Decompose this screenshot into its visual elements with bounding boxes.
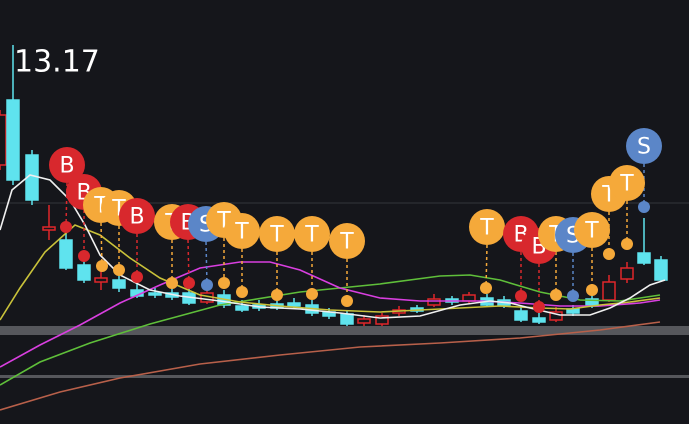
marker-badge [119,198,155,234]
marker-badge [224,213,260,249]
marker-badge [49,147,85,183]
candle-body [602,281,616,301]
candle-body [59,239,73,269]
ma-yellow [0,224,661,321]
marker-label: T [269,223,284,248]
marker-dot [586,284,598,296]
marker-label: B [59,154,74,179]
marker-dot [113,264,125,276]
candle-body [427,298,441,306]
candle-body [77,264,91,281]
candle-body [235,305,249,311]
marker-label: T [584,219,599,244]
marker-label: T [304,223,319,248]
candle-body [462,294,476,302]
marker-dot [621,238,633,250]
candle-body [0,114,7,166]
marker-dot [480,282,492,294]
marker-dot [236,286,248,298]
price-label: 13.17 [14,45,100,80]
marker-badge [574,212,610,248]
candle-body [637,252,651,264]
candle-body [287,302,301,307]
marker-leader [205,241,208,286]
candle-body [112,279,126,289]
candle-body [532,317,546,323]
marker-leader [187,239,190,284]
marker-dot [201,279,213,291]
marker-badge [329,223,365,259]
candle-body [6,99,20,181]
signal-markers: BBTTBTBSTTTTTTBBTSTTTS [49,128,662,313]
marker-badge [294,216,330,252]
candle-body [340,313,354,325]
marker-dot [341,295,353,307]
marker-dot [60,221,72,233]
marker-label: T [619,172,634,197]
marker-label: T [234,220,249,245]
marker-badge [626,128,662,164]
candle-body [654,259,668,281]
candle-body [42,226,56,231]
marker-dot [550,289,562,301]
marker-dot [306,288,318,300]
candle-body [94,277,108,283]
marker-dot [218,277,230,289]
ma-brown [0,321,661,411]
marker-dot [638,201,650,213]
marker-label: T [339,230,354,255]
marker-badge [469,209,505,245]
marker-badge [259,216,295,252]
marker-dot [603,248,615,260]
candle-body [514,310,528,321]
candle-body [375,315,389,325]
marker-label: S [637,135,651,160]
marker-leader [485,244,488,289]
separator-band [0,326,689,335]
marker-dot [533,301,545,313]
candle-body [549,311,563,321]
marker-dot [131,271,143,283]
candle-body [148,292,162,296]
marker-dot [271,289,283,301]
ma-magenta [0,261,661,368]
separator [0,375,689,378]
candle-body [620,267,634,280]
marker-dot [78,250,90,262]
marker-label: B [129,205,144,230]
marker-dot [567,290,579,302]
candles [0,45,668,326]
marker-dot [515,290,527,302]
marker-dot [96,260,108,272]
candle-body [357,318,371,324]
marker-badge [609,165,645,201]
marker-dot [183,277,195,289]
marker-leader [100,222,103,267]
marker-dot [166,277,178,289]
marker-label: T [479,216,494,241]
